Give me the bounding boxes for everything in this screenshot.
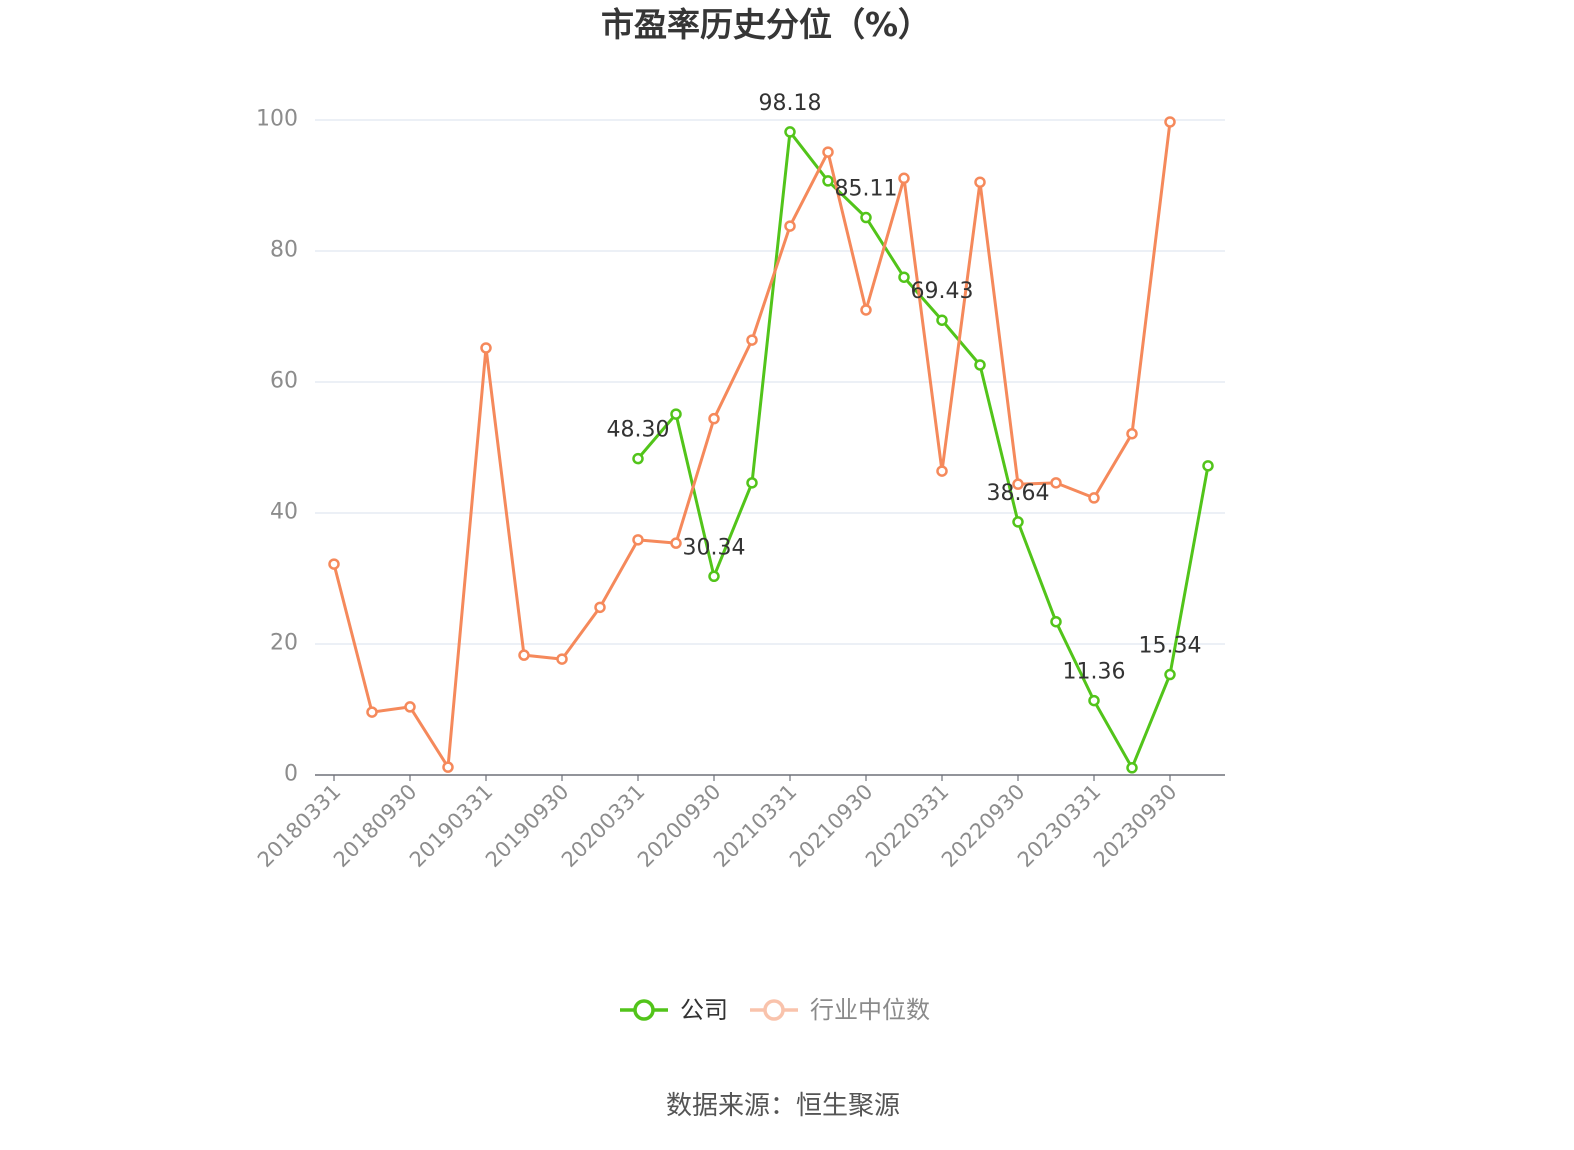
data-point-industry-median	[1164, 116, 1176, 128]
data-label: 48.30	[607, 418, 670, 443]
data-point-industry-median	[670, 537, 682, 549]
data-point-industry-median	[974, 176, 986, 188]
y-tick-label: 20	[270, 631, 298, 656]
y-tick-label: 100	[256, 107, 298, 132]
data-point-industry-median	[1126, 427, 1138, 440]
x-tick-label: 20230930	[1089, 780, 1182, 873]
data-point-industry-median	[746, 334, 758, 346]
data-point-company	[1088, 694, 1100, 707]
y-tick-label: 80	[270, 238, 298, 263]
data-point-industry-median	[936, 465, 948, 477]
data-point-industry-median	[594, 601, 606, 614]
data-point-company	[936, 314, 948, 326]
series-industry-median	[328, 116, 1176, 773]
data-point-industry-median	[518, 649, 530, 661]
data-point-industry-median	[822, 146, 834, 158]
chart-title: 市盈率历史分位（%）	[600, 5, 932, 44]
y-tick-label: 0	[284, 762, 298, 787]
data-point-company	[822, 175, 834, 187]
legend-item-industry-median[interactable]: 行业中位数	[750, 996, 930, 1024]
data-point-company	[632, 452, 644, 465]
y-tick-label: 60	[270, 369, 298, 394]
data-label: 38.64	[987, 481, 1050, 506]
line-circle-icon	[750, 999, 798, 1021]
line-circle-icon	[620, 999, 668, 1021]
legend-item-company[interactable]: 公司	[620, 996, 728, 1024]
data-point-company	[746, 477, 758, 489]
data-point-industry-median	[442, 761, 454, 773]
data-point-company	[898, 271, 910, 283]
data-point-company	[784, 126, 796, 138]
data-point-company	[1050, 615, 1062, 628]
series-line-industry-median	[332, 120, 1172, 769]
legend-label-company: 公司	[680, 996, 728, 1024]
data-point-industry-median	[366, 706, 378, 718]
data-point-company	[1164, 668, 1176, 681]
data-point-industry-median	[1012, 478, 1024, 490]
data-point-industry-median	[632, 534, 644, 546]
data-point-company	[708, 570, 720, 583]
data-label: 30.34	[683, 535, 746, 560]
data-point-industry-median	[1088, 492, 1100, 504]
data-point-company	[1012, 516, 1024, 528]
data-labels: 48.30 30.34 98.18 85.11 69.43 38.64 11.36 15.34	[607, 91, 1202, 685]
data-point-company	[1202, 460, 1214, 472]
data-point-company	[974, 359, 986, 371]
data-point-industry-median	[328, 558, 340, 570]
data-point-industry-median	[1050, 477, 1062, 489]
data-point-industry-median	[784, 220, 796, 232]
data-point-industry-median	[480, 342, 492, 354]
data-point-company	[1126, 762, 1138, 774]
data-point-industry-median	[708, 412, 720, 425]
data-point-industry-median	[860, 304, 872, 316]
data-label: 85.11	[835, 177, 898, 202]
series-line-company	[636, 130, 1210, 770]
y-tick-label: 40	[270, 500, 298, 525]
data-label: 98.18	[759, 91, 822, 116]
data-label: 69.43	[911, 279, 974, 304]
data-point-industry-median	[556, 653, 568, 665]
data-source: 数据来源：恒生聚源	[665, 1091, 901, 1121]
data-point-industry-median	[404, 701, 416, 713]
x-axis: 2018033120180930201903312019093020200331…	[253, 775, 1182, 873]
data-label: 11.36	[1063, 660, 1126, 685]
series-company	[632, 126, 1214, 774]
legend-label-industry-median: 行业中位数	[810, 996, 930, 1024]
data-point-industry-median	[898, 172, 910, 185]
data-point-company	[670, 408, 682, 420]
y-axis-grid: 0 20 40 60 80 100	[256, 107, 1225, 787]
data-point-company	[860, 211, 872, 224]
data-label: 15.34	[1139, 634, 1202, 659]
legend: 公司 行业中位数	[620, 996, 952, 1024]
